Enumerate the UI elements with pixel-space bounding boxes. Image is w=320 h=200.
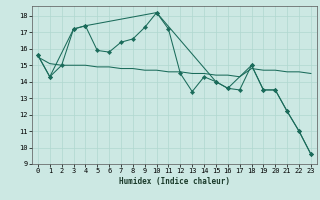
X-axis label: Humidex (Indice chaleur): Humidex (Indice chaleur): [119, 177, 230, 186]
